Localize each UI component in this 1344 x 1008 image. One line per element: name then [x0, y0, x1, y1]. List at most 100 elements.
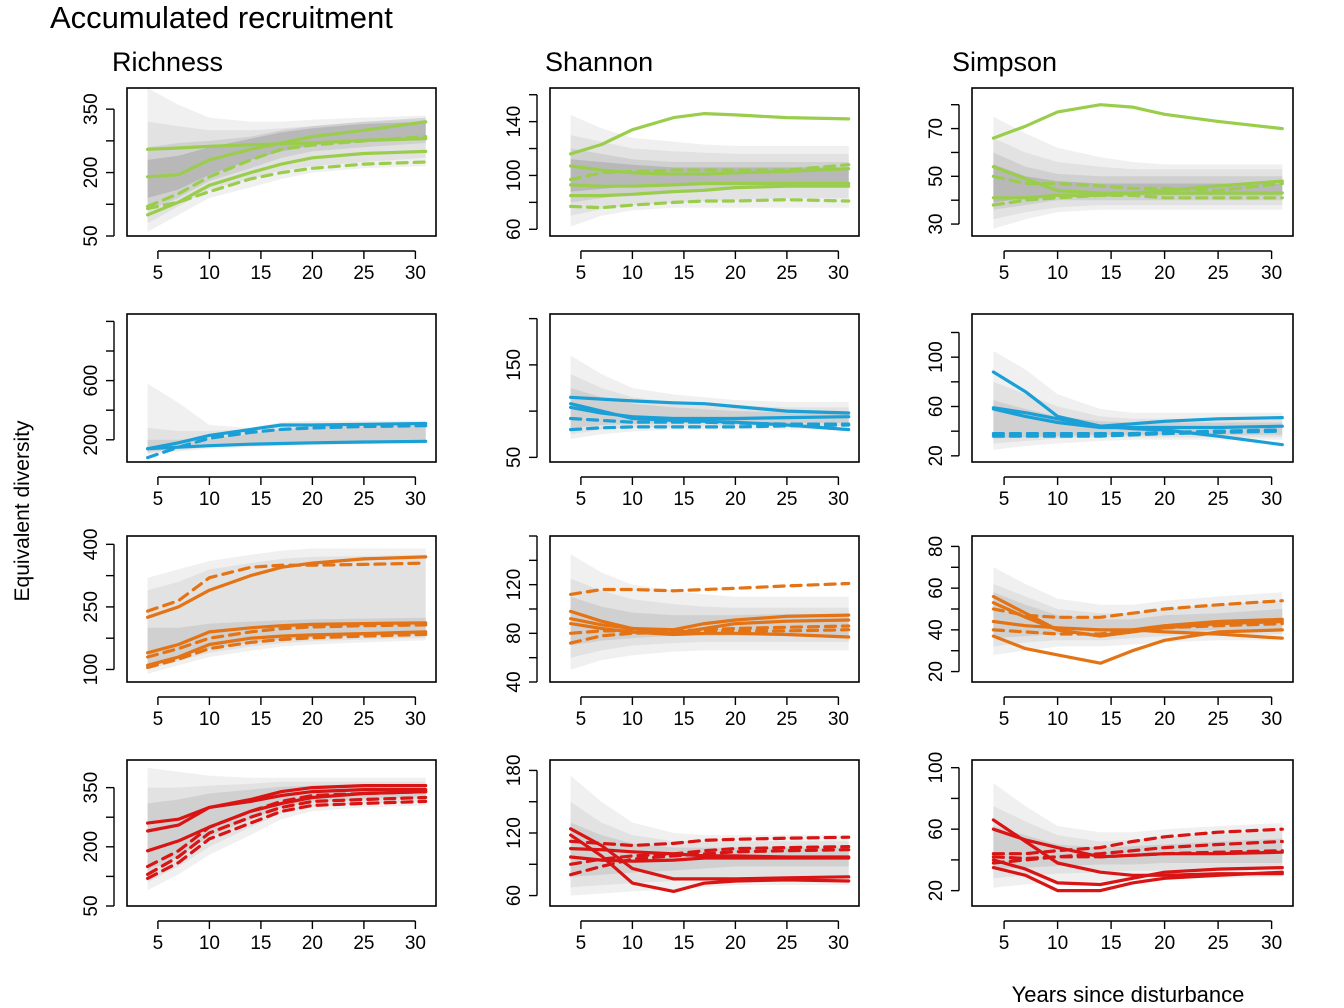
y-tick-label-simpson-row4-100: 100 — [926, 752, 947, 784]
series-line-simpson-row4-0 — [991, 818, 1284, 877]
y-tick-label-simpson-row4-60: 60 — [926, 819, 947, 840]
series-line-simpson-row3-5 — [991, 621, 1284, 636]
series-line-shannon-row3-3 — [568, 581, 851, 597]
x-tick-label-richness-row1-25: 25 — [353, 263, 374, 284]
series-line-richness-row1-4 — [146, 160, 428, 211]
x-tick-label-shannon-row3-10: 10 — [622, 709, 643, 730]
panel-shannon-row2: 5 10 15 20 25 30 50 150 — [504, 313, 860, 510]
x-tick-label-simpson-row2-10: 10 — [1047, 489, 1068, 510]
x-tick-label-shannon-row2-5: 5 — [576, 489, 587, 510]
x-tick-label-simpson-row3-30: 30 — [1261, 709, 1282, 730]
plot-frame-simpson-row1 — [971, 87, 1294, 237]
plot-frame-simpson-row2 — [971, 313, 1294, 463]
series-line-simpson-row2-3 — [991, 428, 1284, 436]
y-tick-label-shannon-row4-60: 60 — [504, 885, 525, 906]
x-tick-label-richness-row1-10: 10 — [199, 263, 220, 284]
series-line-simpson-row3-3 — [991, 619, 1284, 640]
series-line-richness-row4-3 — [146, 789, 428, 869]
series-line-simpson-row4-2 — [991, 858, 1284, 887]
x-tick-label-shannon-row3-15: 15 — [673, 709, 694, 730]
x-tick-label-richness-row4-20: 20 — [302, 933, 323, 954]
x-tick-label-shannon-row2-30: 30 — [828, 489, 849, 510]
y-tick-label-shannon-row2-50: 50 — [504, 447, 525, 468]
plot-area-shannon-row3 — [568, 554, 851, 670]
series-line-simpson-row2-0 — [991, 370, 1284, 428]
series-line-simpson-row4-3 — [991, 865, 1284, 893]
plot-area-shannon-row1 — [568, 111, 851, 227]
x-tick-label-simpson-row1-5: 5 — [999, 263, 1010, 284]
x-tick-label-shannon-row1-25: 25 — [776, 263, 797, 284]
x-tick-label-richness-row3-15: 15 — [250, 709, 271, 730]
y-tick-label-richness-row1-50: 50 — [81, 225, 102, 246]
x-tick-label-simpson-row4-10: 10 — [1047, 933, 1068, 954]
series-line-shannon-row4-4 — [568, 835, 851, 848]
y-tick-label-shannon-row2-150: 150 — [504, 349, 525, 381]
y-tick-label-simpson-row2-60: 60 — [926, 396, 947, 417]
y-tick-label-richness-row3-100: 100 — [81, 654, 102, 686]
x-tick-label-richness-row4-25: 25 — [353, 933, 374, 954]
series-line-shannon-row3-5 — [568, 628, 851, 645]
plot-frame-richness-row3 — [126, 535, 437, 683]
series-line-shannon-row4-3 — [568, 855, 851, 863]
y-tick-label-simpson-row3-80: 80 — [926, 536, 947, 557]
series-line-richness-row4-0 — [146, 783, 428, 825]
series-line-shannon-row2-4 — [568, 423, 851, 432]
x-tick-label-richness-row4-30: 30 — [405, 933, 426, 954]
x-tick-label-shannon-row2-15: 15 — [673, 489, 694, 510]
x-tick-label-richness-row3-20: 20 — [302, 709, 323, 730]
x-tick-label-shannon-row3-20: 20 — [725, 709, 746, 730]
series-line-richness-row3-4 — [146, 623, 428, 659]
x-tick-label-simpson-row2-5: 5 — [999, 489, 1010, 510]
x-tick-label-shannon-row4-15: 15 — [673, 933, 694, 954]
x-tick-label-simpson-row3-25: 25 — [1208, 709, 1229, 730]
x-tick-label-richness-row1-5: 5 — [153, 263, 164, 284]
series-line-simpson-row1-3 — [991, 174, 1284, 193]
panel-shannon-row4: 5 10 15 20 25 30 60 120 180 — [504, 755, 860, 954]
figure-title: Accumulated recruitment — [50, 0, 393, 35]
series-line-richness-row3-5 — [146, 632, 428, 670]
column-title-simpson: Simpson — [952, 47, 1057, 77]
series-line-shannon-row2-2 — [568, 405, 851, 421]
series-line-simpson-row1-0 — [991, 103, 1284, 140]
y-tick-label-richness-row4-50: 50 — [81, 895, 102, 916]
series-line-richness-row4-1 — [146, 787, 428, 833]
x-tick-label-richness-row3-5: 5 — [153, 709, 164, 730]
x-tick-label-simpson-row3-20: 20 — [1154, 709, 1175, 730]
x-tick-label-richness-row3-30: 30 — [405, 709, 426, 730]
series-line-simpson-row2-4 — [991, 429, 1284, 438]
x-tick-label-shannon-row4-30: 30 — [828, 933, 849, 954]
x-tick-label-simpson-row4-5: 5 — [999, 933, 1010, 954]
plot-area-shannon-row2 — [568, 355, 851, 439]
y-tick-label-richness-row1-350: 350 — [81, 93, 102, 125]
x-tick-label-simpson-row3-15: 15 — [1101, 709, 1122, 730]
x-tick-label-simpson-row1-10: 10 — [1047, 263, 1068, 284]
panel-simpson-row3: 5 10 15 20 25 30 20 40 60 80 — [926, 535, 1294, 730]
plot-frame-shannon-row2 — [549, 313, 860, 463]
x-tick-label-simpson-row3-10: 10 — [1047, 709, 1068, 730]
panel-shannon-row3: 5 10 15 20 25 30 40 80 120 — [504, 535, 860, 730]
x-tick-label-shannon-row4-5: 5 — [576, 933, 587, 954]
series-line-shannon-row1-4 — [568, 163, 851, 182]
x-tick-label-shannon-row1-15: 15 — [673, 263, 694, 284]
y-tick-label-shannon-row3-40: 40 — [504, 671, 525, 692]
plot-frame-richness-row4 — [126, 759, 437, 907]
x-tick-label-richness-row4-10: 10 — [199, 933, 220, 954]
panel-richness-row3: 5 10 15 20 25 30 100 250 400 — [81, 528, 437, 730]
series-line-shannon-row2-3 — [568, 416, 851, 426]
x-tick-label-simpson-row1-30: 30 — [1261, 263, 1282, 284]
y-tick-label-richness-row4-200: 200 — [81, 831, 102, 863]
series-line-shannon-row4-6 — [568, 848, 851, 877]
y-tick-label-shannon-row4-120: 120 — [504, 817, 525, 849]
series-line-richness-row4-4 — [146, 795, 428, 877]
series-line-shannon-row1-5 — [568, 198, 851, 210]
panel-simpson-row4: 5 10 15 20 25 30 20 60 100 — [926, 752, 1294, 954]
x-tick-label-simpson-row3-5: 5 — [999, 709, 1010, 730]
x-tick-label-richness-row3-25: 25 — [353, 709, 374, 730]
series-line-richness-row3-2 — [146, 630, 428, 667]
plot-area-richness-row2 — [146, 383, 428, 460]
series-line-richness-row2-0 — [146, 421, 428, 451]
series-line-shannon-row2-0 — [568, 395, 851, 415]
series-line-shannon-row1-2 — [568, 181, 851, 188]
y-tick-label-richness-row2-200: 200 — [81, 424, 102, 456]
